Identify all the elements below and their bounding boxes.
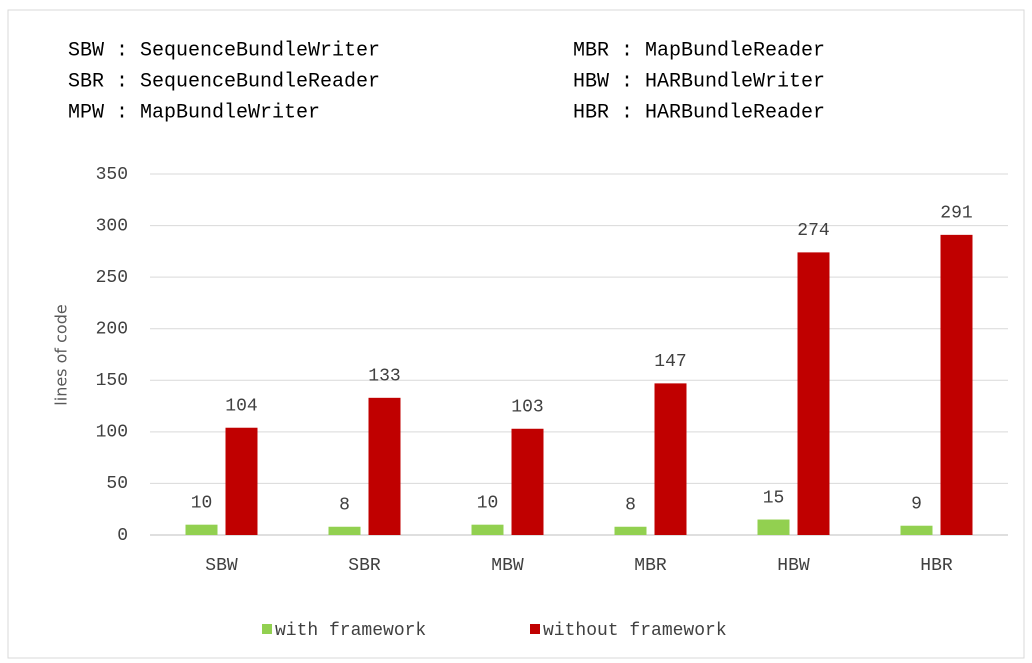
x-tick-label: SBW: [205, 556, 238, 576]
y-tick-label: 350: [96, 165, 128, 185]
bar: [900, 525, 933, 535]
y-tick-label: 50: [106, 474, 128, 494]
y-tick-label: 300: [96, 216, 128, 236]
bar: [797, 252, 830, 536]
legend-swatch: [262, 624, 272, 634]
data-label: 10: [477, 493, 499, 513]
x-tick-label: MBR: [634, 556, 667, 576]
legend-label: with framework: [275, 621, 426, 641]
bar: [940, 234, 973, 535]
bar: [328, 526, 361, 535]
annotation: HBR : HARBundleReader: [573, 101, 825, 124]
y-axis-label: lines of code: [52, 304, 71, 405]
data-label: 291: [940, 204, 972, 224]
x-tick-label: SBR: [348, 556, 381, 576]
y-tick-label: 200: [96, 319, 128, 339]
x-tick-label: HBW: [777, 556, 810, 576]
bar: [614, 526, 647, 535]
legend-swatch: [530, 624, 540, 634]
bar: [654, 383, 687, 535]
y-tick-label: 250: [96, 268, 128, 288]
annotation: SBW : SequenceBundleWriter: [68, 39, 380, 62]
x-tick-label: MBW: [491, 556, 524, 576]
bar: [511, 428, 544, 535]
bar: [185, 524, 218, 535]
data-label: 8: [625, 495, 636, 515]
y-tick-label: 150: [96, 371, 128, 391]
data-label: 147: [654, 352, 686, 372]
bar: [225, 427, 258, 535]
bar: [471, 524, 504, 535]
annotation: SBR : SequenceBundleReader: [68, 70, 380, 93]
bar: [368, 397, 401, 535]
data-label: 8: [339, 495, 350, 515]
annotation: HBW : HARBundleWriter: [573, 70, 825, 93]
legend-label: without framework: [543, 621, 727, 641]
y-tick-label: 100: [96, 423, 128, 443]
data-label: 10: [191, 493, 213, 513]
data-label: 104: [225, 396, 257, 416]
data-label: 15: [763, 488, 785, 508]
annotation: MBR : MapBundleReader: [573, 39, 825, 62]
annotation: MPW : MapBundleWriter: [68, 101, 320, 124]
data-label: 133: [368, 367, 400, 387]
x-tick-label: HBR: [920, 556, 953, 576]
data-label: 274: [797, 221, 829, 241]
bar: [757, 519, 790, 535]
data-label: 103: [511, 398, 543, 418]
data-label: 9: [911, 494, 922, 514]
y-tick-label: 0: [117, 526, 128, 546]
chart-border: [7, 9, 1025, 659]
